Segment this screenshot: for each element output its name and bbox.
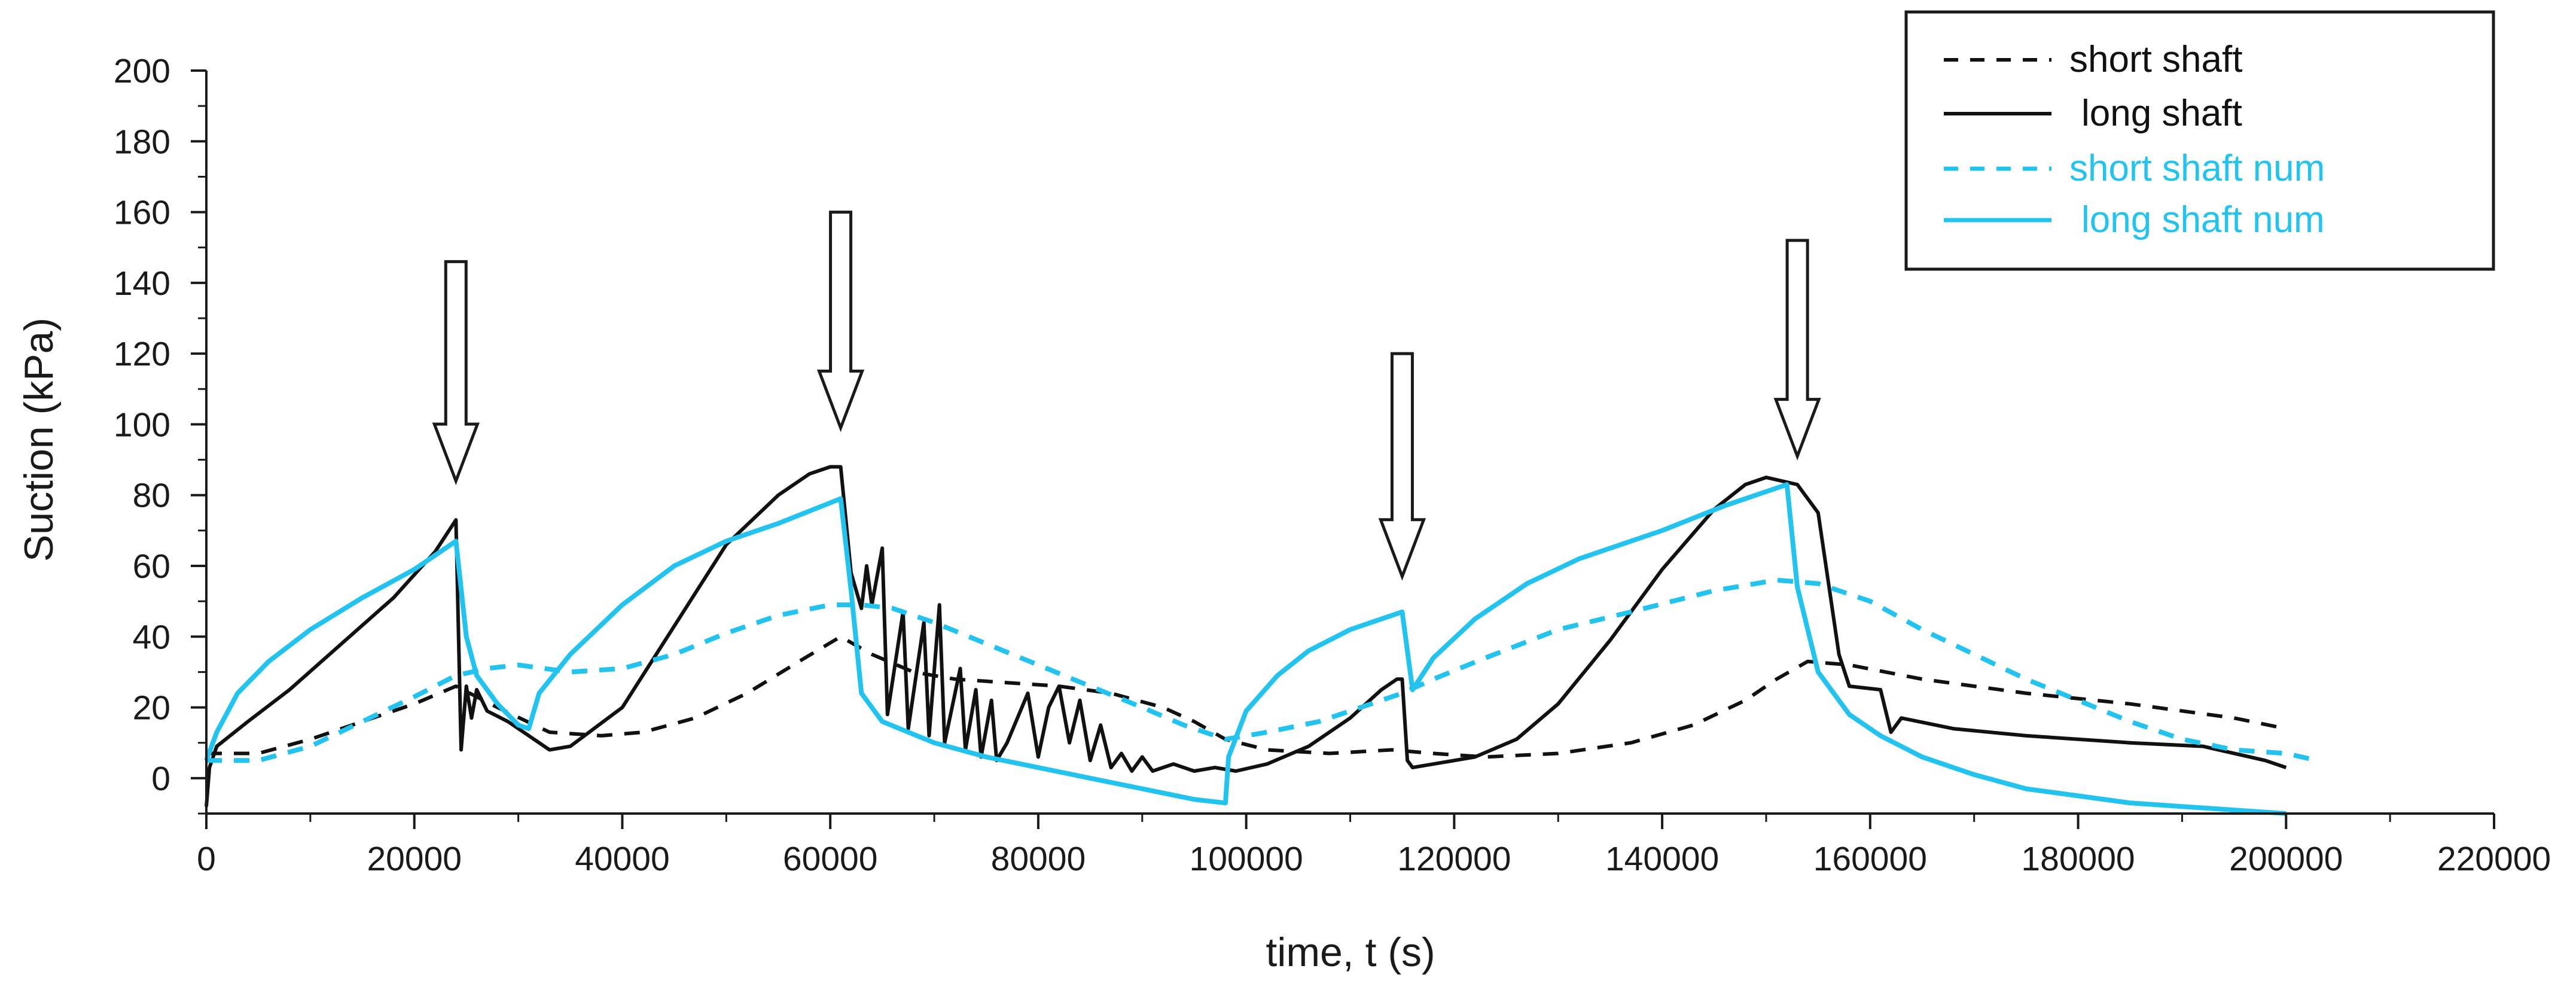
y-tick-label: 200 xyxy=(114,52,170,90)
y-axis-title: Suction (kPa) xyxy=(16,318,62,562)
x-tick-label: 40000 xyxy=(575,840,670,878)
y-tick-label: 60 xyxy=(133,547,170,586)
x-tick-label: 80000 xyxy=(991,840,1086,878)
legend-label-short-shaft-num: short shaft num xyxy=(2069,148,2325,189)
x-tick-label: 20000 xyxy=(367,840,462,878)
legend-label-long-shaft-num: long shaft num xyxy=(2081,199,2325,240)
arrow-annotations xyxy=(432,211,1821,581)
x-tick-label: 180000 xyxy=(2021,840,2135,878)
y-tick-label: 180 xyxy=(114,123,170,161)
x-tick-label: 140000 xyxy=(1605,840,1719,878)
legend: short shaft long shaft short shaft num long… xyxy=(1904,10,2495,271)
series-line-short-shaft-num xyxy=(206,577,2318,763)
y-tick-label: 100 xyxy=(114,406,170,444)
legend-label-short-shaft: short shaft xyxy=(2069,39,2242,80)
series-line-long-shaft xyxy=(205,465,2287,807)
y-tick-label: 80 xyxy=(133,477,170,515)
y-tick-label: 120 xyxy=(114,335,170,373)
series-line-long-shaft-num xyxy=(204,482,2287,816)
legend-label-long-shaft: long shaft xyxy=(2081,93,2242,134)
x-tick-label: 160000 xyxy=(1813,840,1927,878)
y-tick-label: 40 xyxy=(133,618,170,656)
series-lines xyxy=(204,465,2318,816)
legend-items: short shaft long shaft short shaft num long… xyxy=(1944,39,2325,240)
down-arrow-annotation xyxy=(816,211,865,432)
x-tick-label: 120000 xyxy=(1397,840,1511,878)
legend-box xyxy=(1904,10,2495,271)
series-line-short-shaft xyxy=(206,635,2287,759)
down-arrow-annotation xyxy=(1773,239,1821,461)
x-tick-label: 100000 xyxy=(1190,840,1303,878)
y-tick-label: 160 xyxy=(114,194,170,232)
x-tick-label: 0 xyxy=(197,840,216,878)
y-tick-label: 140 xyxy=(114,264,170,303)
down-arrow-annotation xyxy=(1378,352,1426,581)
y-tick-label: 20 xyxy=(133,689,170,727)
x-axis-title: time, t (s) xyxy=(1266,930,1435,975)
x-tick-label: 60000 xyxy=(783,840,878,878)
down-arrow-annotation xyxy=(432,260,480,486)
x-tick-label: 200000 xyxy=(2229,840,2343,878)
y-tick-label: 0 xyxy=(151,760,170,798)
axis-ticks: 0 20000 40000 60000 80000 100000 120000 140000 1… xyxy=(114,52,2551,878)
x-tick-label: 220000 xyxy=(2437,840,2551,878)
